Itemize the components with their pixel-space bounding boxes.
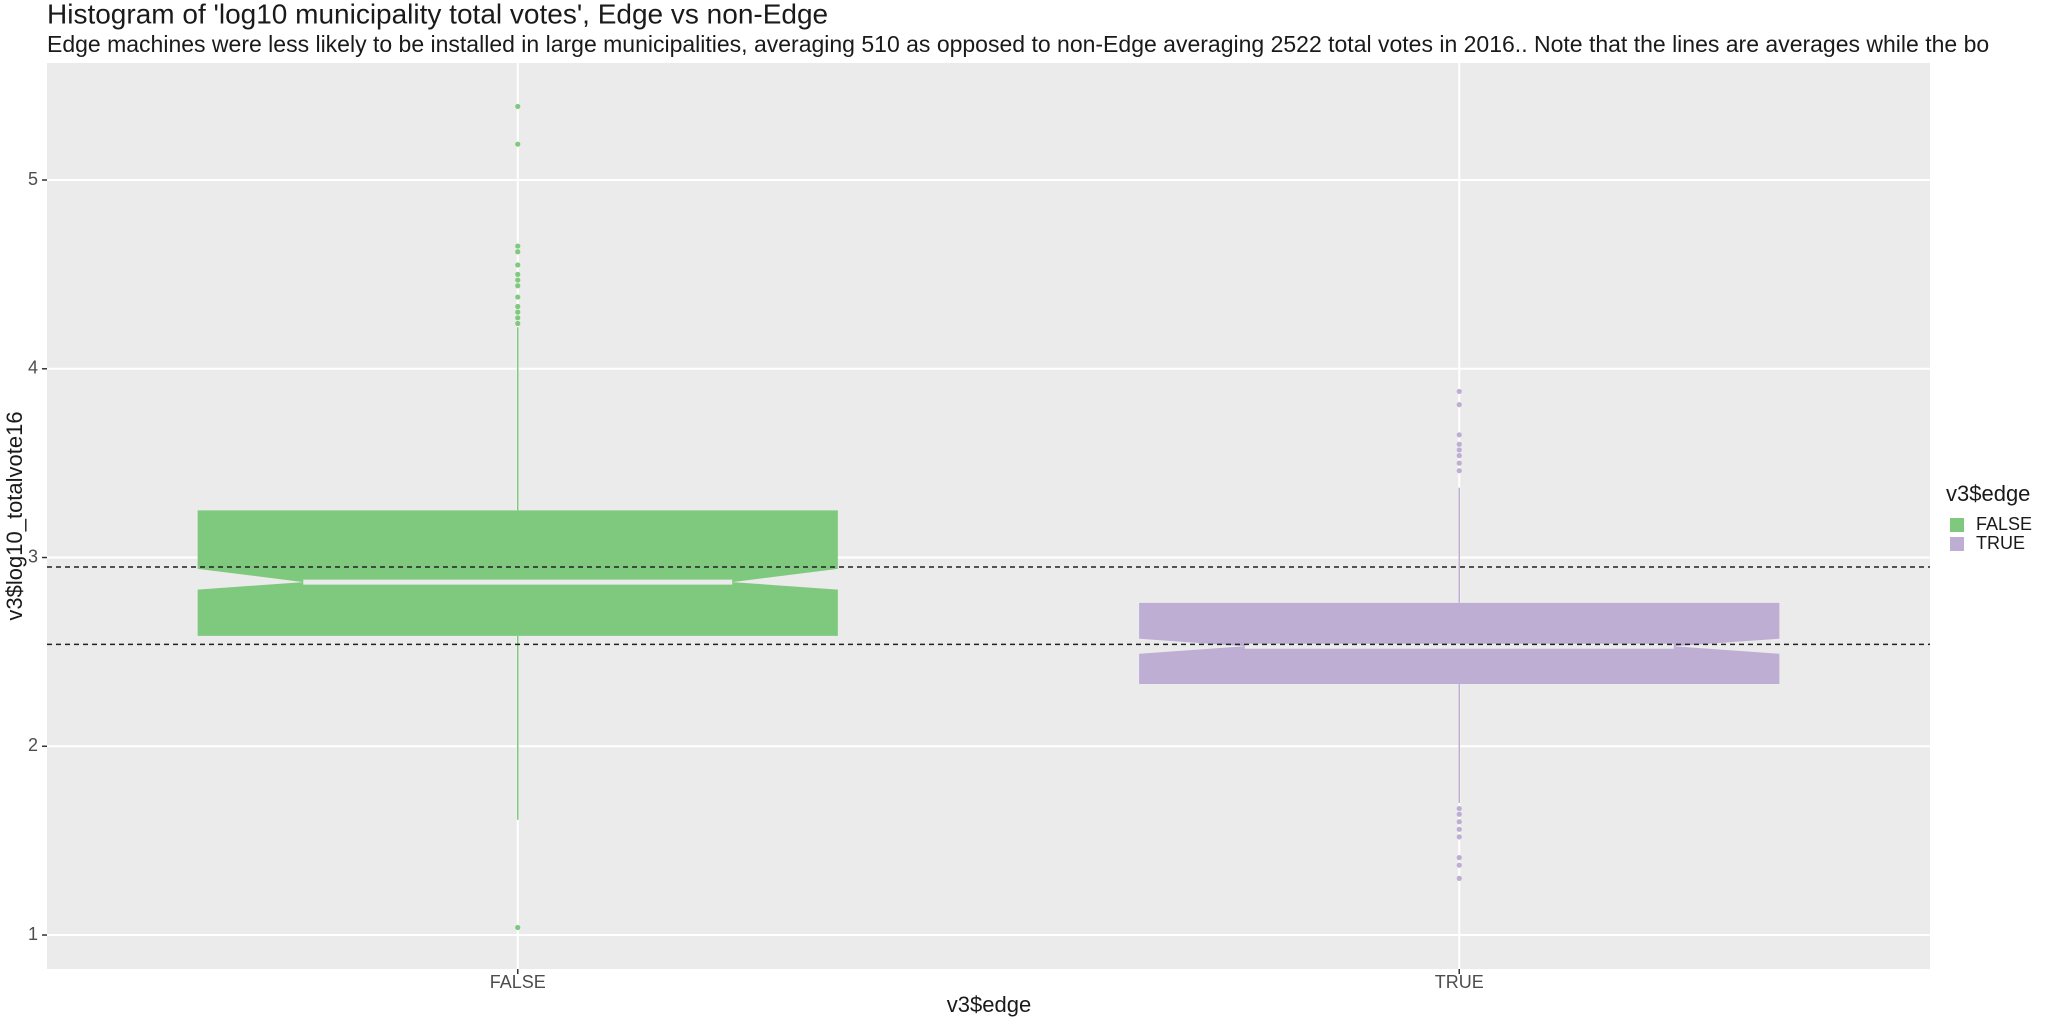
- outlier: [1456, 805, 1462, 812]
- outlier: [1456, 826, 1462, 832]
- outlier: [1456, 811, 1462, 817]
- outlier: [1456, 819, 1462, 825]
- outlier: [515, 320, 521, 327]
- outlier: [515, 924, 521, 931]
- y-tick-label: 4: [28, 358, 38, 378]
- chart-subtitle: Edge machines were less likely to be ins…: [47, 31, 1989, 57]
- outlier: [1456, 453, 1462, 459]
- outlier: [515, 103, 521, 110]
- outlier: [1456, 388, 1462, 395]
- legend-label: TRUE: [1976, 533, 2025, 553]
- outlier: [1456, 432, 1462, 438]
- y-tick-label: 2: [28, 735, 38, 755]
- outlier: [1456, 441, 1462, 447]
- box: [197, 510, 838, 636]
- legend-title: v3$edge: [1946, 481, 2030, 506]
- outlier: [515, 271, 521, 277]
- y-tick-label: 1: [28, 924, 38, 944]
- outlier: [1456, 834, 1462, 840]
- x-tick-label: TRUE: [1435, 972, 1484, 992]
- outlier: [515, 315, 521, 321]
- outlier: [515, 309, 521, 315]
- outlier: [515, 283, 521, 289]
- outlier: [1456, 855, 1462, 861]
- outlier: [515, 243, 521, 249]
- y-axis-title: v3$log10_totalvote16: [2, 411, 27, 620]
- x-axis-title: v3$edge: [947, 992, 1031, 1017]
- outlier: [515, 303, 521, 310]
- y-tick-label: 5: [28, 169, 38, 189]
- outlier: [515, 262, 521, 268]
- outlier: [1456, 460, 1462, 466]
- outlier: [515, 249, 521, 255]
- outlier: [1456, 862, 1462, 868]
- outlier: [515, 141, 521, 147]
- chart-title: Histogram of 'log10 municipality total v…: [47, 0, 828, 29]
- box: [1139, 602, 1780, 684]
- outlier: [1456, 875, 1462, 882]
- outlier: [1456, 447, 1462, 453]
- legend-key: [1950, 537, 1964, 551]
- outlier: [515, 277, 521, 283]
- outlier: [1456, 402, 1462, 408]
- legend-key: [1950, 518, 1964, 532]
- outlier: [1456, 468, 1462, 474]
- outlier: [515, 294, 521, 300]
- y-tick-label: 3: [28, 546, 38, 566]
- x-tick-label: FALSE: [490, 972, 546, 992]
- legend-label: FALSE: [1976, 514, 2032, 534]
